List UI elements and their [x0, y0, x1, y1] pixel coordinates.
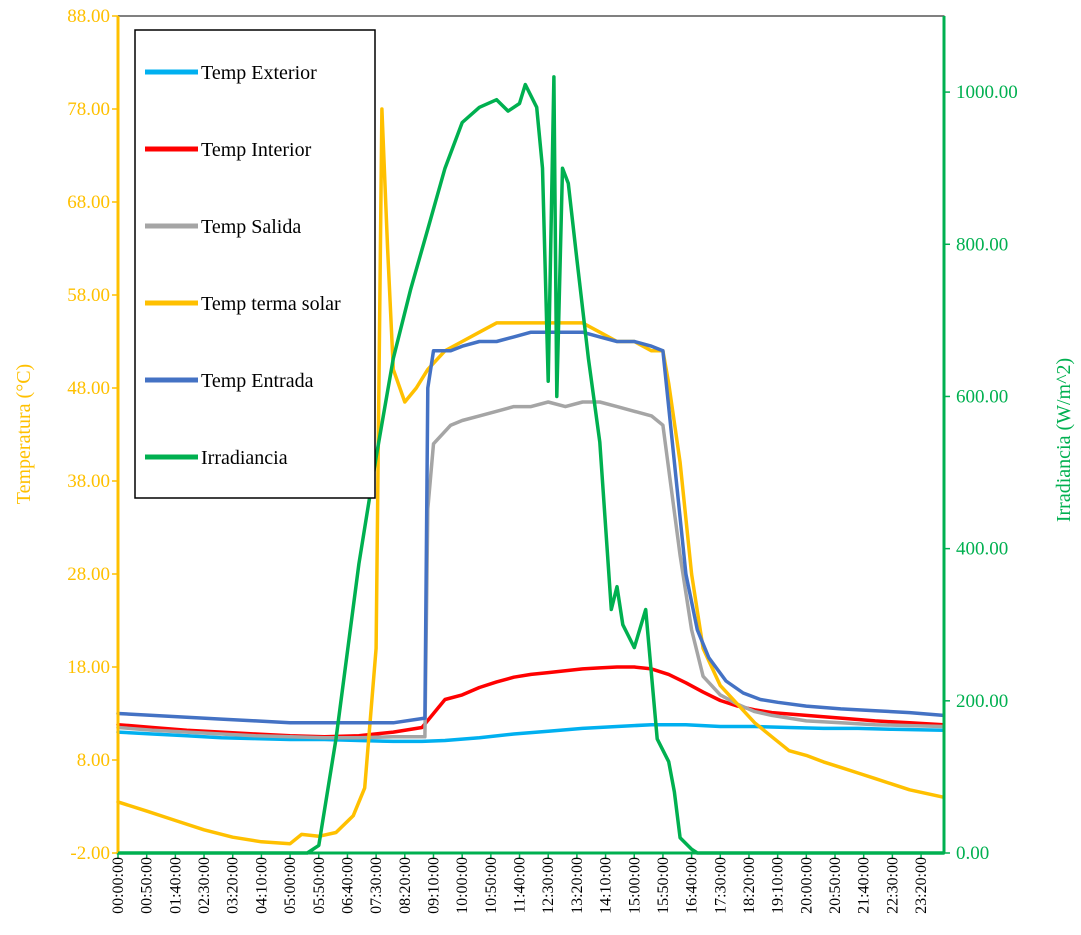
legend-box: [134, 29, 376, 499]
left-tick-label: 38.00: [67, 471, 110, 492]
x-tick-label: 00:00:00: [110, 857, 127, 914]
left-tick-label: 68.00: [67, 192, 110, 213]
x-tick-label: 04:10:00: [253, 857, 270, 914]
x-tick-label: 15:00:00: [626, 857, 643, 914]
x-tick-label: 02:30:00: [196, 857, 213, 914]
x-tick-label: 06:40:00: [339, 857, 356, 914]
x-tick-label: 14:10:00: [598, 857, 615, 914]
x-tick-label: 17:30:00: [712, 857, 729, 914]
series-lines: [116, 75, 946, 855]
x-tick-label: 22:30:00: [884, 857, 901, 914]
x-tick-label: 23:20:00: [913, 857, 930, 914]
x-tick-label: 10:50:00: [483, 857, 500, 914]
x-tick-label: 03:20:00: [225, 857, 242, 914]
left-axis-ticks: -2.00 8.00 18.00 28.00 38.00 48.00 58.00 68.00 7…: [67, 6, 118, 864]
right-axis-ticks: 0.00 200.00 400.00 600.00 800.00 1000.00: [944, 82, 1018, 864]
x-tick-label: 01:40:00: [167, 857, 184, 914]
x-tick-label: 16:40:00: [684, 857, 701, 914]
series-line-2: [116, 400, 946, 740]
x-tick-label: 10:00:00: [454, 857, 471, 914]
left-tick-label: 78.00: [67, 99, 110, 120]
x-tick-label: 13:20:00: [569, 857, 586, 914]
x-axis-ticks: 00:00:00 00:50:00 01:40:00 02:30:00 03:20:00…: [110, 853, 930, 914]
right-tick-label: 200.00: [956, 691, 1008, 712]
x-tick-label: 07:30:00: [368, 857, 385, 914]
legend: Temp Exterior Temp Interior Temp Salida Tem…: [134, 29, 376, 499]
series-line-4: [116, 330, 946, 725]
legend-entries: Temp Exterior Temp Interior Temp Salida Tem…: [145, 62, 341, 469]
x-tick-label: 00:50:00: [139, 857, 156, 914]
right-tick-label: 0.00: [956, 843, 989, 864]
x-tick-label: 18:20:00: [741, 857, 758, 914]
right-tick-label: 800.00: [956, 234, 1008, 255]
x-tick-label: 09:10:00: [426, 857, 443, 914]
x-tick-label: 19:10:00: [770, 857, 787, 914]
x-tick-label: 20:00:00: [798, 857, 815, 914]
x-tick-label: 11:40:00: [512, 857, 529, 913]
left-tick-label: 28.00: [67, 564, 110, 585]
legend-label-0: Temp Exterior: [201, 62, 317, 84]
x-tick-label: 20:50:00: [827, 857, 844, 914]
x-tick-label: 15:50:00: [655, 857, 672, 914]
left-axis-title: Temperatura (°C): [13, 364, 35, 504]
right-tick-label: 400.00: [956, 539, 1008, 560]
series-line-5: [116, 75, 946, 855]
series-line-0: [116, 722, 946, 744]
left-tick-label: 18.00: [67, 657, 110, 678]
right-axis-title: Irradiancia (W/m^2): [1053, 358, 1075, 522]
x-tick-label: 12:30:00: [540, 857, 557, 914]
legend-label-2: Temp Salida: [201, 216, 301, 238]
x-tick-label: 05:50:00: [311, 857, 328, 914]
left-tick-label: 8.00: [77, 750, 110, 771]
right-tick-label: 1000.00: [956, 82, 1018, 103]
legend-label-5: Irradiancia: [201, 447, 288, 469]
left-tick-label: -2.00: [70, 843, 110, 864]
left-tick-label: 58.00: [67, 285, 110, 306]
x-tick-label: 21:40:00: [856, 857, 873, 914]
x-tick-label: 05:00:00: [282, 857, 299, 914]
left-tick-label: 88.00: [67, 6, 110, 27]
legend-label-3: Temp terma solar: [201, 293, 341, 315]
right-tick-label: 600.00: [956, 386, 1008, 407]
left-tick-label: 48.00: [67, 378, 110, 399]
legend-label-1: Temp Interior: [201, 139, 312, 161]
legend-label-4: Temp Entrada: [201, 370, 314, 392]
x-tick-label: 08:20:00: [397, 857, 414, 914]
